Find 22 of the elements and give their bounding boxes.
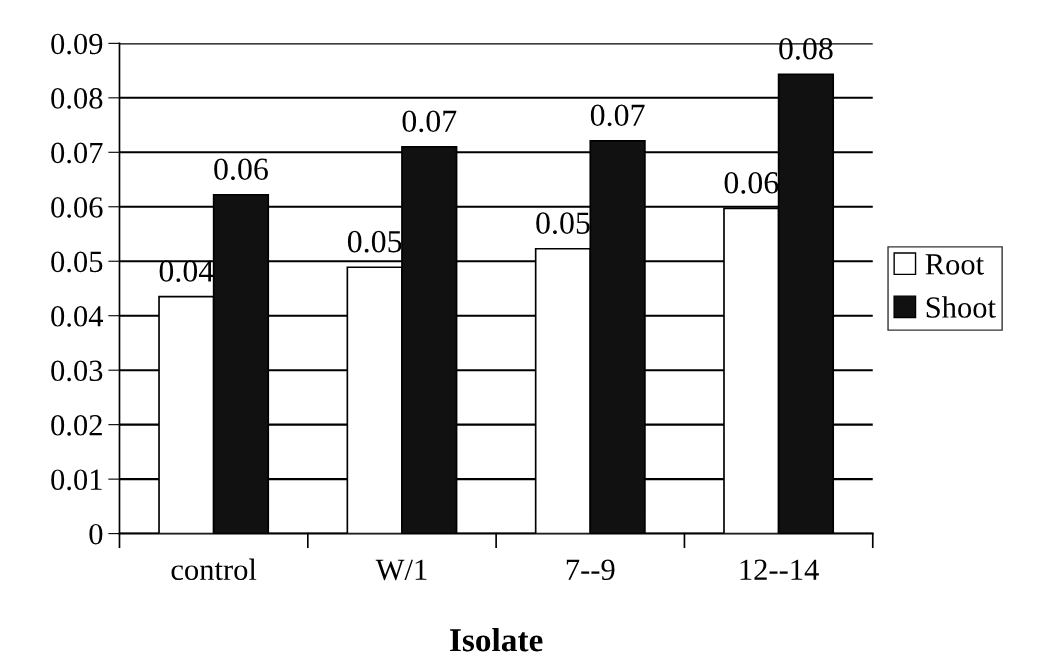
data-label: 0.07: [590, 104, 645, 127]
y-tick-label: 0.03: [51, 360, 103, 382]
legend-label: Root: [925, 254, 984, 275]
y-tick-label: 0.04: [51, 306, 104, 327]
y-tick-label: 0: [89, 523, 103, 545]
data-label: 0.06: [214, 158, 268, 181]
y-tick-label: 0.06: [51, 197, 103, 218]
y-tick-label: 0.05: [51, 251, 103, 273]
x-tick-label: 7--9: [566, 559, 615, 581]
y-tick-label: 0.08: [51, 88, 103, 109]
data-label: 0.06: [724, 172, 779, 194]
x-tick-label: W/1: [375, 559, 427, 581]
y-tick-label: 0.02: [51, 414, 102, 436]
data-label: 0.07: [402, 110, 457, 133]
x-tick-label: control: [171, 558, 257, 581]
data-label: 0.08: [779, 38, 833, 60]
y-tick-label: 0.01: [51, 469, 102, 491]
x-tick-label: 12--14: [740, 559, 819, 580]
y-tick-label: 0.09: [51, 33, 103, 55]
y-tick-label: 0.07: [51, 142, 103, 164]
x-axis-title: Isolate: [450, 627, 543, 652]
legend-label: Shoot: [926, 296, 996, 318]
